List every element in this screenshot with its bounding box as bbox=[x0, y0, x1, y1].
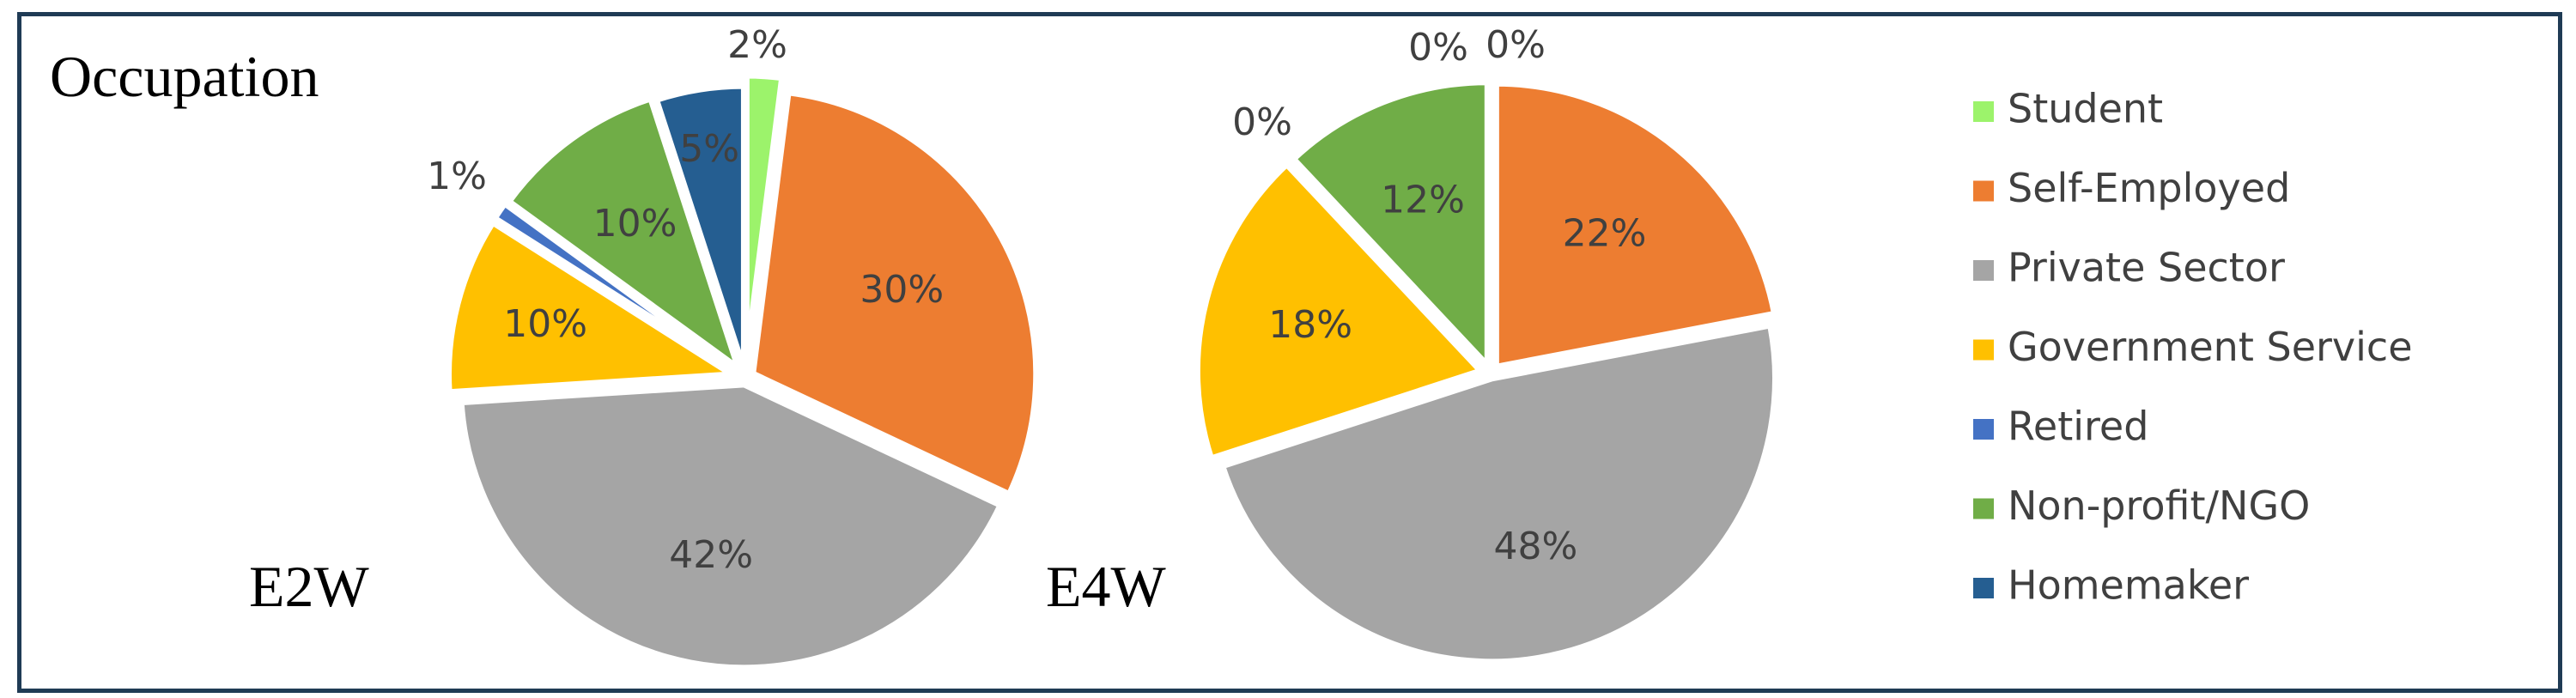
e4w-label-non-profit-ngo: 12% bbox=[1381, 178, 1465, 222]
legend-label-non-profit-ngo: Non-profit/NGO bbox=[2008, 483, 2310, 529]
legend-label-private-sector: Private Sector bbox=[2008, 245, 2285, 291]
legend-swatch-government-service bbox=[1973, 339, 1994, 361]
e4w-label-retired: 0% bbox=[1232, 100, 1292, 144]
e2w-slice-government-service bbox=[446, 219, 736, 396]
e4w-slice-private-sector bbox=[1219, 322, 1778, 665]
e2w-slice-self-employed bbox=[750, 89, 1040, 498]
e2w-label-student: 2% bbox=[727, 23, 787, 67]
e4w-label-government-service: 18% bbox=[1268, 303, 1352, 347]
e2w-label-private-sector: 42% bbox=[669, 533, 753, 577]
legend-swatch-private-sector bbox=[1973, 260, 1994, 281]
chart-title: Occupation bbox=[50, 44, 319, 109]
e4w-label-homemaker: 0% bbox=[1485, 23, 1546, 67]
e4w-label-self-employed: 22% bbox=[1563, 212, 1647, 256]
legend: Student Self-Employed Private Sector Govern… bbox=[1973, 86, 2413, 609]
e2w-label-homemaker: 5% bbox=[679, 127, 739, 171]
e2w-label-self-employed: 30% bbox=[860, 268, 944, 312]
legend-label-retired: Retired bbox=[2008, 404, 2148, 450]
pie-e2w-name: E2W bbox=[249, 554, 370, 619]
legend-label-homemaker: Homemaker bbox=[2008, 562, 2249, 609]
pie-e4w: 0% 22% 48% 18% 0% 12% 0% bbox=[1194, 23, 1778, 665]
e2w-label-government-service: 10% bbox=[503, 302, 587, 346]
legend-label-student: Student bbox=[2008, 86, 2163, 132]
e2w-slice-student bbox=[743, 72, 786, 362]
e2w-slice-homemaker bbox=[653, 82, 747, 373]
pie-e4w-name: E4W bbox=[1046, 554, 1167, 619]
legend-swatch-retired bbox=[1973, 419, 1994, 440]
e2w-slice-private-sector bbox=[458, 381, 1004, 671]
legend-label-government-service: Government Service bbox=[2008, 324, 2413, 370]
e4w-slice-non-profit-ngo bbox=[1290, 79, 1491, 369]
legend-swatch-homemaker bbox=[1973, 578, 1994, 598]
e2w-label-non-profit-ngo: 10% bbox=[593, 202, 677, 246]
legend-label-self-employed: Self-Employed bbox=[2008, 165, 2290, 211]
e4w-label-private-sector: 48% bbox=[1493, 525, 1577, 568]
e2w-slice-non-profit-ngo bbox=[506, 95, 742, 372]
legend-swatch-student bbox=[1973, 101, 1994, 122]
e4w-label-student: 0% bbox=[1408, 26, 1468, 70]
e2w-slice-retired bbox=[491, 200, 738, 373]
e4w-slice-government-service bbox=[1194, 161, 1484, 462]
e2w-label-retired: 1% bbox=[427, 155, 487, 198]
legend-swatch-non-profit-ngo bbox=[1973, 498, 1994, 519]
legend-swatch-self-employed bbox=[1973, 180, 1994, 202]
pie-e2w: 2%30%42%10%1%10%5% bbox=[427, 23, 1040, 671]
e4w-slice-self-employed bbox=[1492, 80, 1778, 370]
